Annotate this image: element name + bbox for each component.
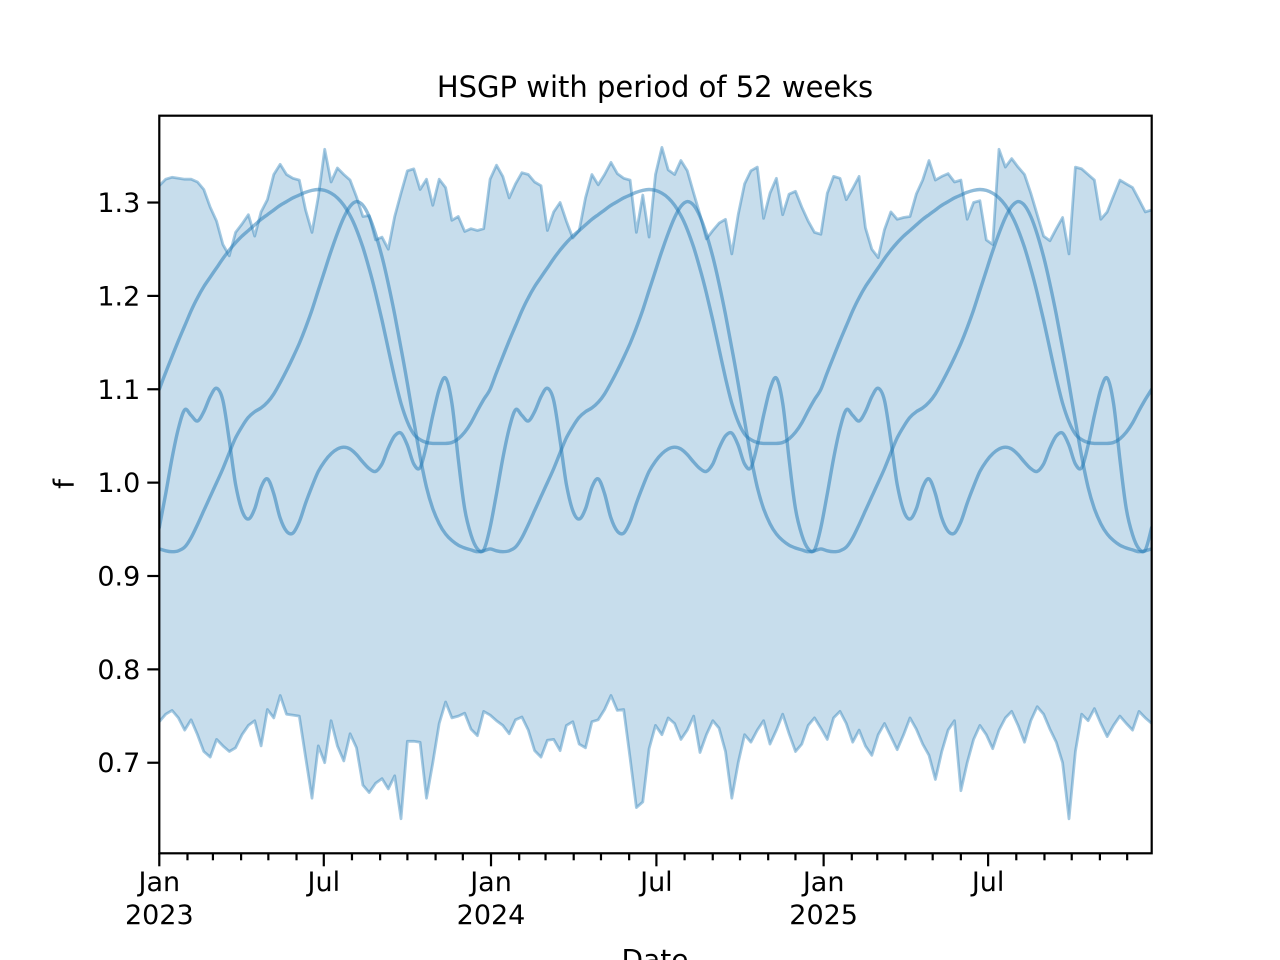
y-tick-label: 1.3 bbox=[97, 188, 140, 219]
y-tick-label: 0.9 bbox=[97, 561, 140, 592]
y-axis-label: f bbox=[47, 479, 81, 489]
y-tick-label: 1.0 bbox=[97, 468, 140, 499]
data-layer bbox=[159, 146, 1152, 821]
x-tick-label-year: 2023 bbox=[125, 900, 194, 931]
x-tick-label-month: Jul bbox=[970, 867, 1005, 898]
y-tick-label: 0.8 bbox=[97, 655, 140, 686]
band-upper-edge bbox=[159, 146, 1152, 259]
credible-band-fill bbox=[159, 147, 1152, 819]
chart-title: HSGP with period of 52 weeks bbox=[436, 70, 874, 104]
y-tick-label: 0.7 bbox=[97, 748, 140, 779]
band-lower-edge bbox=[159, 694, 1152, 821]
sample-line-3 bbox=[159, 375, 1152, 554]
sample-line-1 bbox=[159, 187, 1152, 446]
x-axis-label: Date bbox=[621, 943, 689, 960]
x-tick-label-year: 2024 bbox=[457, 900, 526, 931]
x-tick-label-month: Jul bbox=[306, 867, 341, 898]
sample-line-2 bbox=[159, 199, 1152, 554]
x-tick-label-month: Jan bbox=[801, 867, 845, 898]
x-tick-label-year: 2025 bbox=[789, 900, 858, 931]
y-tick-label: 1.2 bbox=[97, 281, 140, 312]
x-tick-label-month: Jan bbox=[468, 867, 512, 898]
x-tick-label-month: Jan bbox=[136, 867, 180, 898]
x-tick-label-month: Jul bbox=[638, 867, 673, 898]
y-tick-label: 1.1 bbox=[97, 375, 140, 406]
